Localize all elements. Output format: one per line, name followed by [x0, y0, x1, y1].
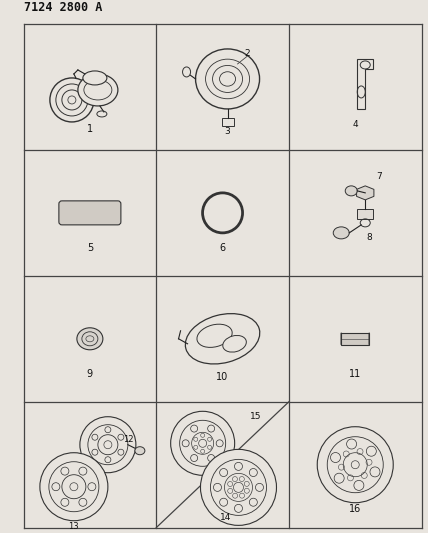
- Ellipse shape: [197, 324, 232, 348]
- Text: 14: 14: [220, 513, 231, 522]
- FancyBboxPatch shape: [59, 201, 121, 225]
- Text: 1: 1: [87, 124, 93, 134]
- Text: 8: 8: [366, 233, 372, 243]
- Ellipse shape: [333, 227, 349, 239]
- Text: 9: 9: [87, 369, 93, 379]
- Text: 12: 12: [123, 435, 133, 444]
- Text: 3: 3: [225, 127, 230, 136]
- Text: 5: 5: [87, 243, 93, 253]
- Ellipse shape: [78, 74, 118, 106]
- Text: 6: 6: [220, 243, 226, 253]
- Text: 11: 11: [349, 369, 361, 379]
- Text: 7124 2800 A: 7124 2800 A: [24, 2, 102, 14]
- Text: 13: 13: [68, 522, 79, 531]
- Ellipse shape: [40, 453, 108, 521]
- Bar: [222, 118, 234, 126]
- Ellipse shape: [223, 335, 247, 352]
- Ellipse shape: [80, 417, 136, 473]
- Polygon shape: [357, 186, 374, 200]
- Ellipse shape: [135, 447, 145, 455]
- Text: 2: 2: [245, 50, 250, 59]
- Ellipse shape: [317, 427, 393, 503]
- Text: 15: 15: [250, 413, 262, 422]
- Ellipse shape: [345, 186, 357, 196]
- Text: 7: 7: [376, 172, 382, 181]
- Ellipse shape: [196, 49, 259, 109]
- Polygon shape: [357, 59, 373, 109]
- Bar: [357, 209, 373, 219]
- Text: 10: 10: [217, 372, 229, 382]
- Ellipse shape: [183, 67, 190, 77]
- Ellipse shape: [83, 71, 107, 85]
- Ellipse shape: [171, 411, 235, 475]
- Ellipse shape: [185, 313, 260, 364]
- Ellipse shape: [200, 449, 276, 526]
- Text: 4: 4: [352, 120, 358, 130]
- Text: 16: 16: [349, 504, 361, 514]
- Ellipse shape: [77, 328, 103, 350]
- Bar: [341, 333, 369, 345]
